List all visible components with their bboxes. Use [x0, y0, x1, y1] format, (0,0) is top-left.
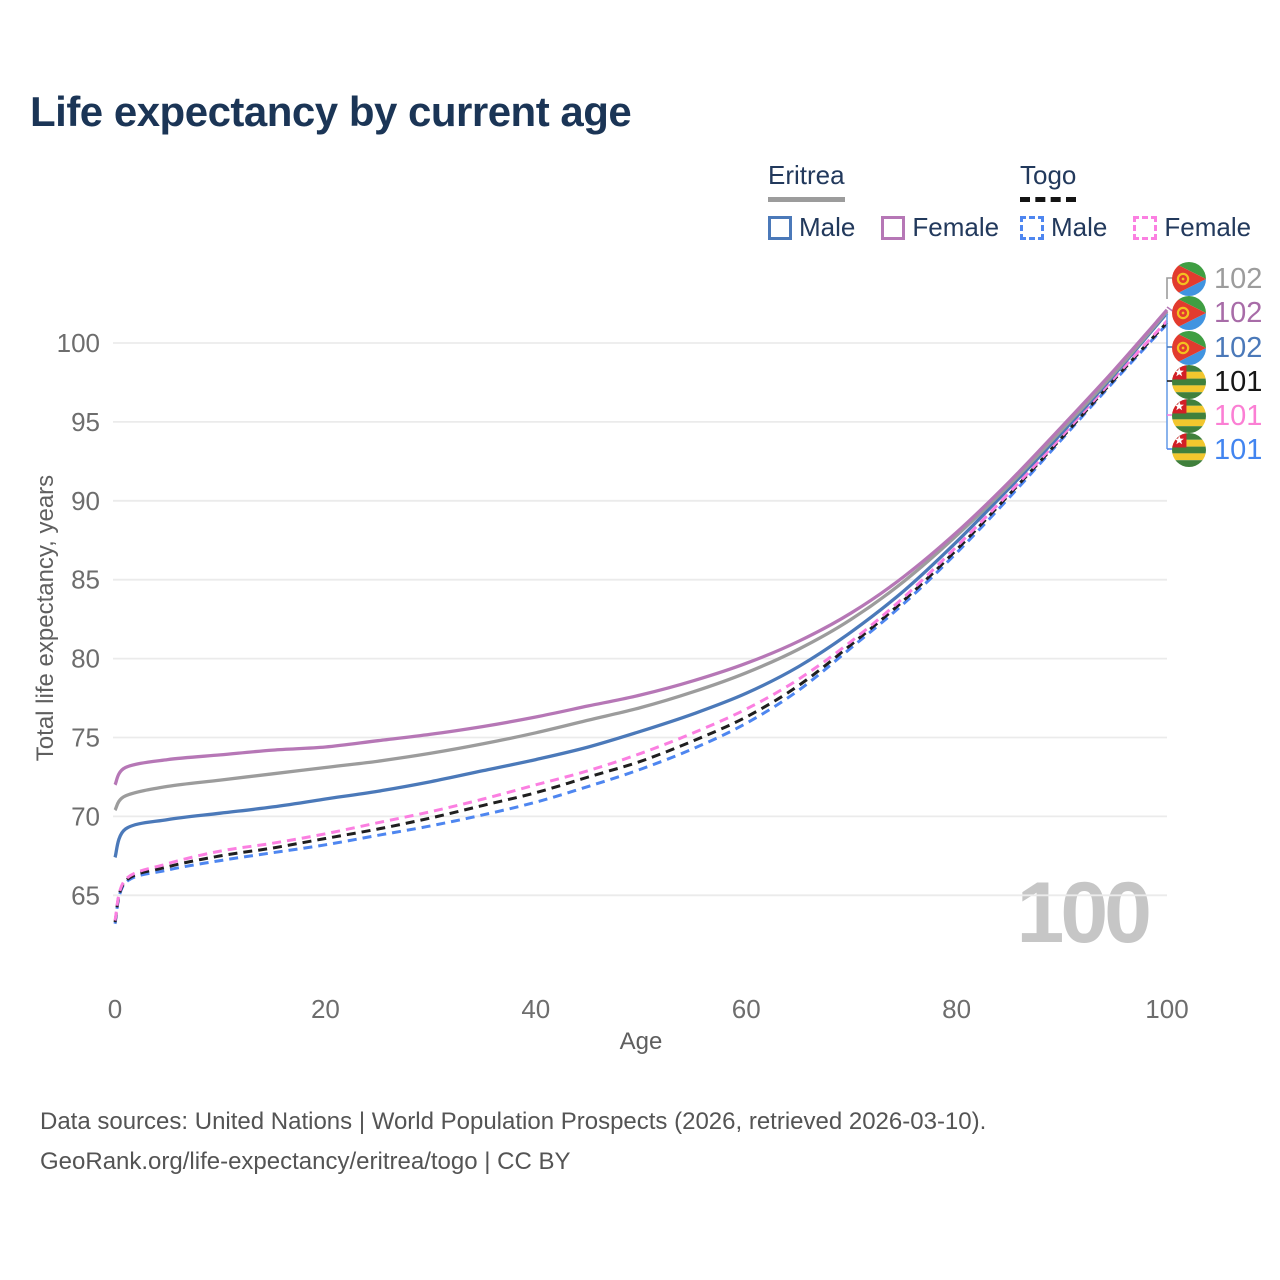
y-tick-label: 100 — [57, 328, 100, 358]
x-axis-title: Age — [619, 1028, 663, 1055]
eritrea-flag-icon — [1172, 331, 1206, 365]
end-label-row: 101 — [1172, 398, 1262, 434]
end-label-row: 102 — [1172, 295, 1262, 331]
end-label-row: 102 — [1172, 330, 1262, 366]
x-tick-label: 0 — [108, 994, 122, 1024]
page-title: Life expectancy by current age — [30, 88, 632, 135]
legend-group-togo: Togo Male Female — [1020, 160, 1251, 243]
x-tick-label: 60 — [732, 994, 761, 1024]
y-tick-label: 75 — [71, 723, 100, 753]
end-label-value: 101 — [1214, 365, 1263, 398]
legend-item-label: Male — [1051, 212, 1108, 242]
legend-item-eritrea-female[interactable]: Female — [881, 212, 999, 243]
legend-group-eritrea: Eritrea Male Female — [768, 160, 999, 243]
x-tick-label: 40 — [521, 994, 550, 1024]
togo-flag-icon — [1172, 399, 1206, 433]
end-label-value: 102 — [1214, 331, 1263, 364]
legend-item-togo-male[interactable]: Male — [1020, 212, 1107, 243]
y-tick-label: 70 — [71, 801, 100, 831]
eritrea-flag-icon — [1172, 262, 1206, 296]
eritrea-female-swatch-icon — [881, 215, 906, 240]
eritrea-male-swatch-icon — [768, 215, 792, 240]
series-line-togo-total — [113, 321, 1169, 923]
attribution-link[interactable]: GeoRank.org/life-expectancy/eritrea/togo… — [40, 1148, 571, 1175]
end-label-row: 102 — [1172, 261, 1262, 297]
data-sources-text: Data sources: United Nations | World Pop… — [40, 1108, 987, 1135]
togo-flag-icon — [1172, 433, 1206, 467]
series-line-eritrea-male — [113, 311, 1169, 858]
y-tick-label: 85 — [71, 565, 100, 595]
y-tick-label: 95 — [71, 407, 100, 437]
end-label-row: 101 — [1172, 364, 1262, 400]
y-axis-title: Total life expectancy, years — [32, 474, 59, 762]
eritrea-flag-icon — [1172, 296, 1206, 330]
togo-female-swatch-icon — [1133, 215, 1158, 240]
togo-male-swatch-icon — [1020, 215, 1044, 240]
legend-item-label: Female — [912, 212, 1000, 242]
end-label-row: 101 — [1172, 432, 1262, 468]
end-label-value: 102 — [1214, 296, 1263, 329]
series-line-eritrea-total — [113, 310, 1169, 812]
end-label-value: 102 — [1214, 262, 1263, 295]
x-tick-label: 80 — [942, 994, 971, 1024]
current-age-counter: 100 — [1016, 865, 1152, 961]
end-label-value: 101 — [1214, 433, 1263, 466]
x-tick-label: 20 — [311, 994, 340, 1024]
legend-country-eritrea[interactable]: Eritrea — [768, 160, 845, 202]
leader-line — [1166, 277, 1174, 299]
legend-item-togo-female[interactable]: Female — [1133, 212, 1251, 243]
y-tick-label: 90 — [71, 486, 100, 516]
legend-item-label: Female — [1164, 212, 1252, 242]
togo-flag-icon — [1172, 365, 1206, 399]
series-line-togo-male — [113, 323, 1169, 925]
legend-item-eritrea-male[interactable]: Male — [768, 212, 855, 243]
legend-country-togo[interactable]: Togo — [1020, 160, 1077, 202]
series-line-eritrea-female — [113, 308, 1169, 786]
series-line-togo-female — [113, 319, 1169, 921]
y-tick-label: 80 — [71, 644, 100, 674]
x-tick-label: 100 — [1145, 994, 1188, 1024]
y-tick-label: 65 — [71, 880, 100, 910]
end-label-value: 101 — [1214, 399, 1263, 432]
legend-item-label: Male — [799, 212, 856, 242]
